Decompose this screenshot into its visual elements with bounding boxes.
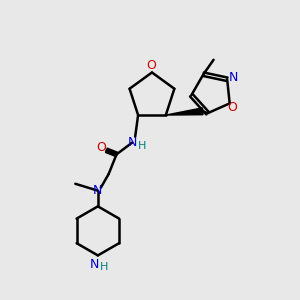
Text: H: H (100, 262, 108, 272)
Text: N: N (89, 258, 99, 271)
Text: H: H (138, 142, 146, 152)
Text: O: O (96, 141, 106, 154)
Text: O: O (228, 101, 238, 114)
Text: O: O (146, 59, 156, 72)
Text: N: N (128, 136, 137, 149)
Polygon shape (166, 108, 203, 115)
Text: N: N (93, 184, 103, 197)
Text: N: N (228, 71, 238, 84)
